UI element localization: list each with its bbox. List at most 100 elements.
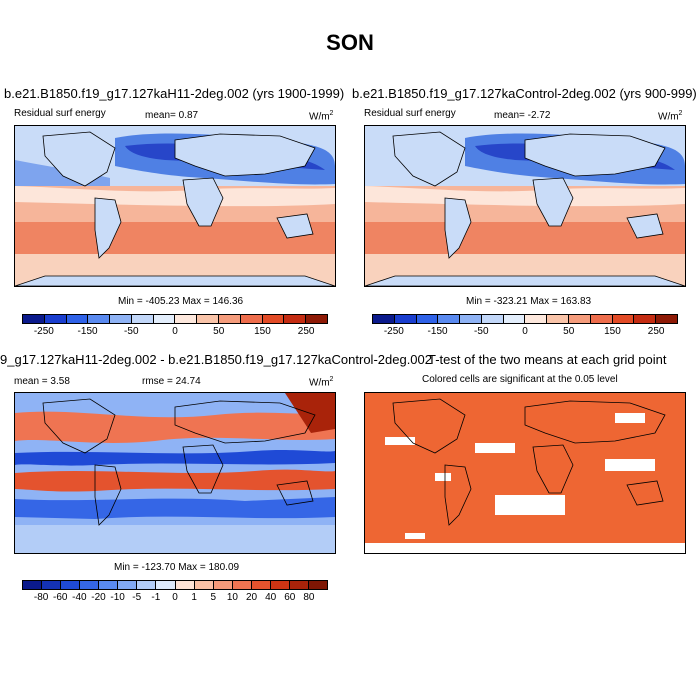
colorbar-swatch: [232, 581, 252, 589]
colorbar-swatch: [373, 315, 395, 323]
colorbar-tick-label: -250: [33, 326, 54, 337]
colorbar-swatch: [175, 315, 198, 323]
colorbar-tick-label: -80: [33, 592, 49, 603]
panel-3-colorbar-ticks: -80 -60 -40 -20 -10 -5 -1 0 1 5 10 20 40 60 80: [22, 592, 328, 604]
colorbar-tick-label: 150: [254, 326, 271, 337]
colorbar-swatch: [251, 581, 271, 589]
panel-2-mean: mean= -2.72: [494, 110, 551, 121]
panel-4-map: [364, 392, 686, 554]
colorbar-tick-label: 10: [226, 592, 238, 603]
colorbar-swatch: [481, 315, 504, 323]
colorbar-tick-label: -50: [474, 326, 489, 337]
colorbar-swatch: [308, 581, 327, 589]
colorbar-swatch: [503, 315, 526, 323]
colorbar-swatch: [656, 315, 677, 323]
colorbar-swatch: [42, 581, 62, 589]
panel-2-map: [364, 125, 686, 287]
colorbar-swatch: [569, 315, 591, 323]
colorbar-tick-label: 20: [245, 592, 258, 603]
colorbar-swatch: [156, 581, 176, 589]
colorbar-tick-label: 5: [210, 592, 217, 603]
colorbar-swatch: [118, 581, 138, 589]
panel-3-units: W/m2: [309, 376, 334, 389]
colorbar-tick-label: 0: [522, 326, 528, 337]
colorbar-swatch: [131, 315, 154, 323]
colorbar-swatch: [612, 315, 635, 323]
colorbar-swatch: [289, 581, 309, 589]
panel-1-map: [14, 125, 336, 287]
colorbar-swatch: [460, 315, 482, 323]
colorbar-swatch: [137, 581, 157, 589]
panel-4-subtitle: Colored cells are significant at the 0.0…: [422, 374, 618, 385]
panel-2-title: b.e21.B1850.f19_g17.127kaControl-2deg.00…: [352, 86, 697, 101]
colorbar-tick-label: -1: [151, 592, 161, 603]
panel-1-variable-label: Residual surf energy: [14, 108, 106, 119]
colorbar-swatch: [110, 315, 132, 323]
panel-1-colorbar: [22, 314, 328, 324]
colorbar-tick-label: 50: [213, 326, 225, 337]
panel-1-minmax: Min = -405.23 Max = 146.36: [118, 296, 244, 307]
colorbar-tick-label: -40: [72, 592, 87, 603]
colorbar-tick-label: 40: [265, 592, 277, 603]
colorbar-swatch: [219, 315, 241, 323]
colorbar-swatch: [23, 315, 45, 323]
colorbar-swatch: [525, 315, 548, 323]
colorbar-tick-label: 0: [172, 326, 178, 337]
colorbar-swatch: [590, 315, 613, 323]
colorbar-swatch: [270, 581, 290, 589]
panel-3-colorbar: [22, 580, 328, 590]
colorbar-swatch: [394, 315, 417, 323]
colorbar-tick-label: -20: [91, 592, 106, 603]
colorbar-tick-label: -10: [110, 592, 125, 603]
colorbar-swatch: [213, 581, 233, 589]
colorbar-tick-label: 0: [172, 592, 178, 603]
figure-title: SON: [326, 30, 374, 55]
colorbar-tick-label: -50: [124, 326, 139, 337]
colorbar-tick-label: -150: [77, 326, 98, 337]
colorbar-swatch: [44, 315, 67, 323]
colorbar-swatch: [197, 315, 220, 323]
colorbar-swatch: [634, 315, 657, 323]
panel-3-map: [14, 392, 336, 554]
colorbar-swatch: [80, 581, 100, 589]
colorbar-swatch: [194, 581, 214, 589]
colorbar-swatch: [547, 315, 570, 323]
colorbar-tick-label: 250: [297, 326, 315, 337]
colorbar-tick-label: -250: [383, 326, 404, 337]
colorbar-swatch: [99, 581, 119, 589]
panel-1-units: W/m2: [309, 110, 334, 123]
panel-1-colorbar-ticks: -250 -150 -50 0 50 150 250: [22, 326, 328, 338]
colorbar-tick-label: -5: [132, 592, 142, 603]
colorbar-swatch: [438, 315, 461, 323]
colorbar-swatch: [23, 581, 43, 589]
panel-2-variable-label: Residual surf energy: [364, 108, 456, 119]
colorbar-swatch: [175, 581, 195, 589]
panel-3-minmax: Min = -123.70 Max = 180.09: [114, 562, 240, 573]
panel-2-minmax: Min = -323.21 Max = 163.83: [466, 296, 592, 307]
panel-3-rmse: rmse = 24.74: [142, 376, 201, 387]
panel-2-colorbar-ticks: -250 -150 -50 0 50 150 250: [372, 326, 678, 338]
colorbar-tick-label: -150: [427, 326, 448, 337]
panel-4-title: T-test of the two means at each grid poi…: [428, 352, 667, 367]
colorbar-tick-label: 250: [647, 326, 665, 337]
colorbar-swatch: [416, 315, 439, 323]
colorbar-tick-label: 80: [303, 592, 315, 603]
panel-2-units: W/m2: [658, 110, 683, 123]
colorbar-swatch: [284, 315, 307, 323]
colorbar-swatch: [88, 315, 111, 323]
panel-1-mean: mean= 0.87: [145, 110, 199, 121]
colorbar-swatch: [306, 315, 327, 323]
colorbar-swatch: [61, 581, 81, 589]
colorbar-swatch: [153, 315, 176, 323]
colorbar-tick-label: 50: [563, 326, 575, 337]
panel-1-title: b.e21.B1850.f19_g17.127kaH11-2deg.002 (y…: [4, 86, 345, 101]
colorbar-swatch: [66, 315, 89, 323]
colorbar-tick-label: -60: [53, 592, 68, 603]
panel-2-colorbar: [372, 314, 678, 324]
colorbar-swatch: [262, 315, 285, 323]
colorbar-swatch: [240, 315, 263, 323]
colorbar-tick-label: 60: [284, 592, 296, 603]
panel-3-title: 9_g17.127kaH11-2deg.002 - b.e21.B1850.f1…: [0, 352, 432, 367]
panel-3-mean: mean = 3.58: [14, 376, 70, 387]
colorbar-tick-label: 150: [604, 326, 621, 337]
